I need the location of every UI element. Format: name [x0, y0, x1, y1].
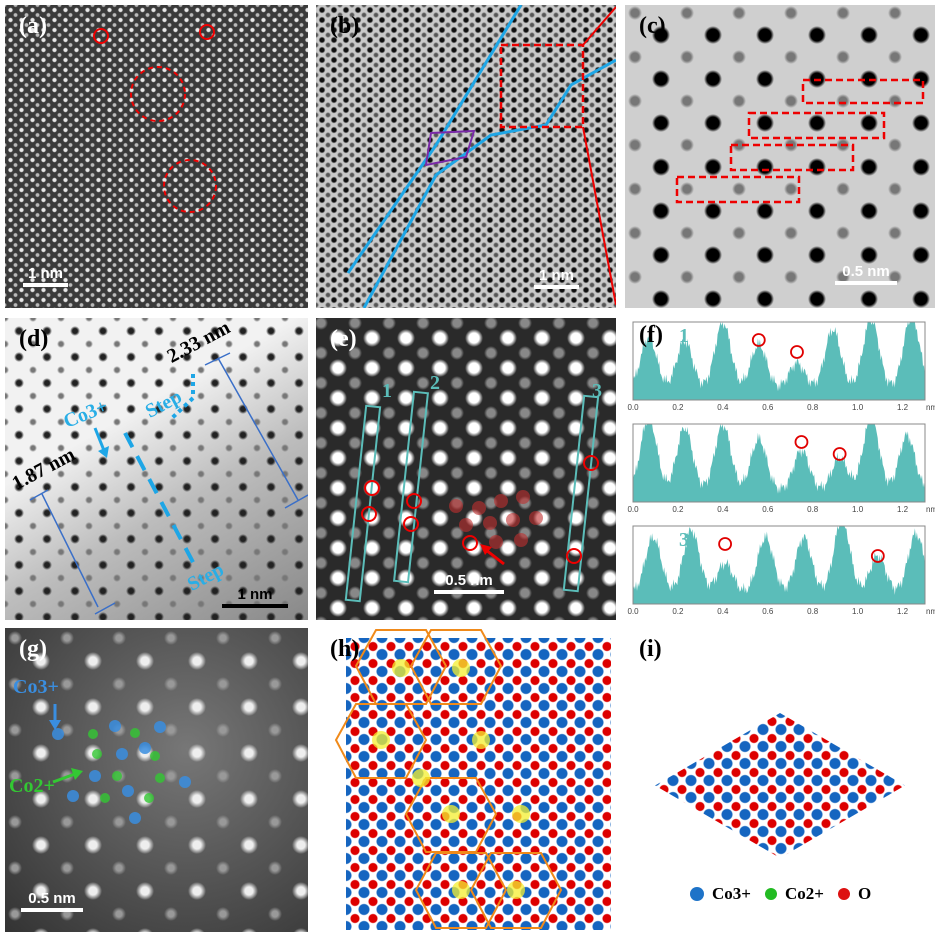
vacancy-marker [790, 345, 804, 359]
scale-bar: 0.5 nm [835, 263, 897, 285]
x-tick-label: 0.0 [627, 403, 639, 412]
series-label: 2 [679, 427, 689, 449]
x-axis-unit: nm [926, 505, 935, 514]
x-tick-label: 0.0 [627, 505, 639, 514]
series-label: 1 [679, 325, 689, 347]
x-tick-label: 0.2 [672, 403, 684, 412]
panel-a: (a) 1 nm [5, 5, 308, 308]
x-tick-label: 0.6 [762, 403, 774, 412]
co2-label: Co2+ [9, 775, 55, 797]
panel-label: (i) [639, 636, 662, 662]
annotations [29, 352, 308, 615]
x-tick-label: 1.2 [897, 505, 909, 514]
panel-g: (g) Co3+ Co2+ 0.5 nm [5, 628, 308, 932]
legend-label: Co2+ [784, 884, 824, 903]
scale-bar: 1 nm [23, 265, 68, 287]
x-tick-label: 1.0 [852, 607, 864, 616]
vacancy-marker [751, 333, 766, 347]
x-tick-label: 0.8 [807, 607, 819, 616]
x-axis-unit: nm [926, 607, 935, 616]
x-tick-label: 0.6 [762, 505, 774, 514]
co3-swatch [690, 887, 704, 901]
scale-bar: 1 nm [222, 586, 288, 608]
x-tick-label: 0.0 [627, 607, 639, 616]
panel-c: (c) 0.5 nm [625, 5, 935, 308]
vacancy-marker [832, 447, 847, 461]
defect-markers [93, 24, 217, 213]
x-tick-label: 0.8 [807, 403, 819, 412]
x-tick-label: 0.4 [717, 403, 729, 412]
profile-area [633, 424, 925, 502]
scale-bar: 0.5 nm [434, 572, 504, 594]
panel-label: (d) [19, 326, 49, 352]
profile-plot: 0.0 0.2 0.4 0.6 0.8 1.0 1.2 nm 2 [627, 423, 935, 514]
profile-plot: 0.0 0.2 0.4 0.6 0.8 1.0 1.2 nm 1 [627, 321, 935, 412]
panel-b: (b) 1 nm [316, 5, 616, 308]
scale-bar: 0.5 nm [21, 890, 83, 912]
legend-label: O [857, 884, 872, 903]
panel-h: (h) [316, 628, 616, 932]
panel-d: (d) 2.33 nm 1.87 nm Co3+ Step Step 1 nm [5, 318, 308, 620]
legend: Co3+ Co2+ O [690, 884, 871, 904]
plot-frame [632, 525, 926, 605]
o-swatch [837, 888, 850, 900]
box-label: 1 [382, 380, 392, 402]
vacancy-marker [794, 435, 809, 449]
plot-frame [632, 423, 926, 503]
panel-label: (h) [330, 636, 360, 662]
x-tick-label: 0.4 [717, 505, 729, 514]
plot-frame [632, 321, 926, 401]
x-tick-label: 0.4 [717, 607, 729, 616]
box-label: 3 [592, 380, 602, 402]
scale-bar: 1 nm [534, 267, 579, 289]
x-tick-label: 1.2 [897, 607, 909, 616]
x-axis-unit: nm [926, 403, 935, 412]
profile-area [633, 526, 925, 604]
co3-label: Co3+ [13, 676, 59, 698]
x-tick-label: 1.2 [897, 403, 909, 412]
panel-f: 0.0 0.2 0.4 0.6 0.8 1.0 1.2 nm 1 0.0 0.2 0.4 0.6 0.8 1… [625, 318, 935, 620]
x-tick-label: 0.2 [672, 505, 684, 514]
series-label: 3 [679, 529, 689, 551]
profile-area [633, 322, 925, 400]
panel-label: (e) [330, 326, 357, 352]
x-tick-label: 0.2 [672, 607, 684, 616]
panel-i: (i) Co3+ Co2+ O [625, 628, 935, 932]
cluster-structure [655, 713, 905, 858]
legend-label: Co3+ [712, 884, 751, 903]
ion-markers [49, 704, 191, 824]
highlight-boxes [675, 78, 925, 204]
panel-label: (g) [19, 636, 47, 662]
panel-label: (b) [330, 13, 360, 39]
x-tick-label: 0.8 [807, 505, 819, 514]
panel-e: (e) 1 2 3 0.5 nm [316, 318, 616, 620]
boundary-lines [346, 5, 616, 308]
profile-plot: 0.0 0.2 0.4 0.6 0.8 1.0 1.2 nm 3 [627, 525, 935, 616]
x-tick-label: 1.0 [852, 403, 864, 412]
x-tick-label: 0.6 [762, 607, 774, 616]
co2-swatch [764, 888, 777, 900]
annotations [344, 390, 600, 603]
vacancy-marker [870, 549, 885, 563]
x-tick-label: 1.0 [852, 505, 864, 514]
panel-label: (f) [639, 322, 663, 348]
vacancy-marker [718, 537, 732, 551]
hexagon-overlay [334, 629, 563, 929]
panel-label: (c) [639, 13, 666, 39]
box-label: 2 [430, 372, 440, 394]
panel-label: (a) [19, 13, 47, 39]
